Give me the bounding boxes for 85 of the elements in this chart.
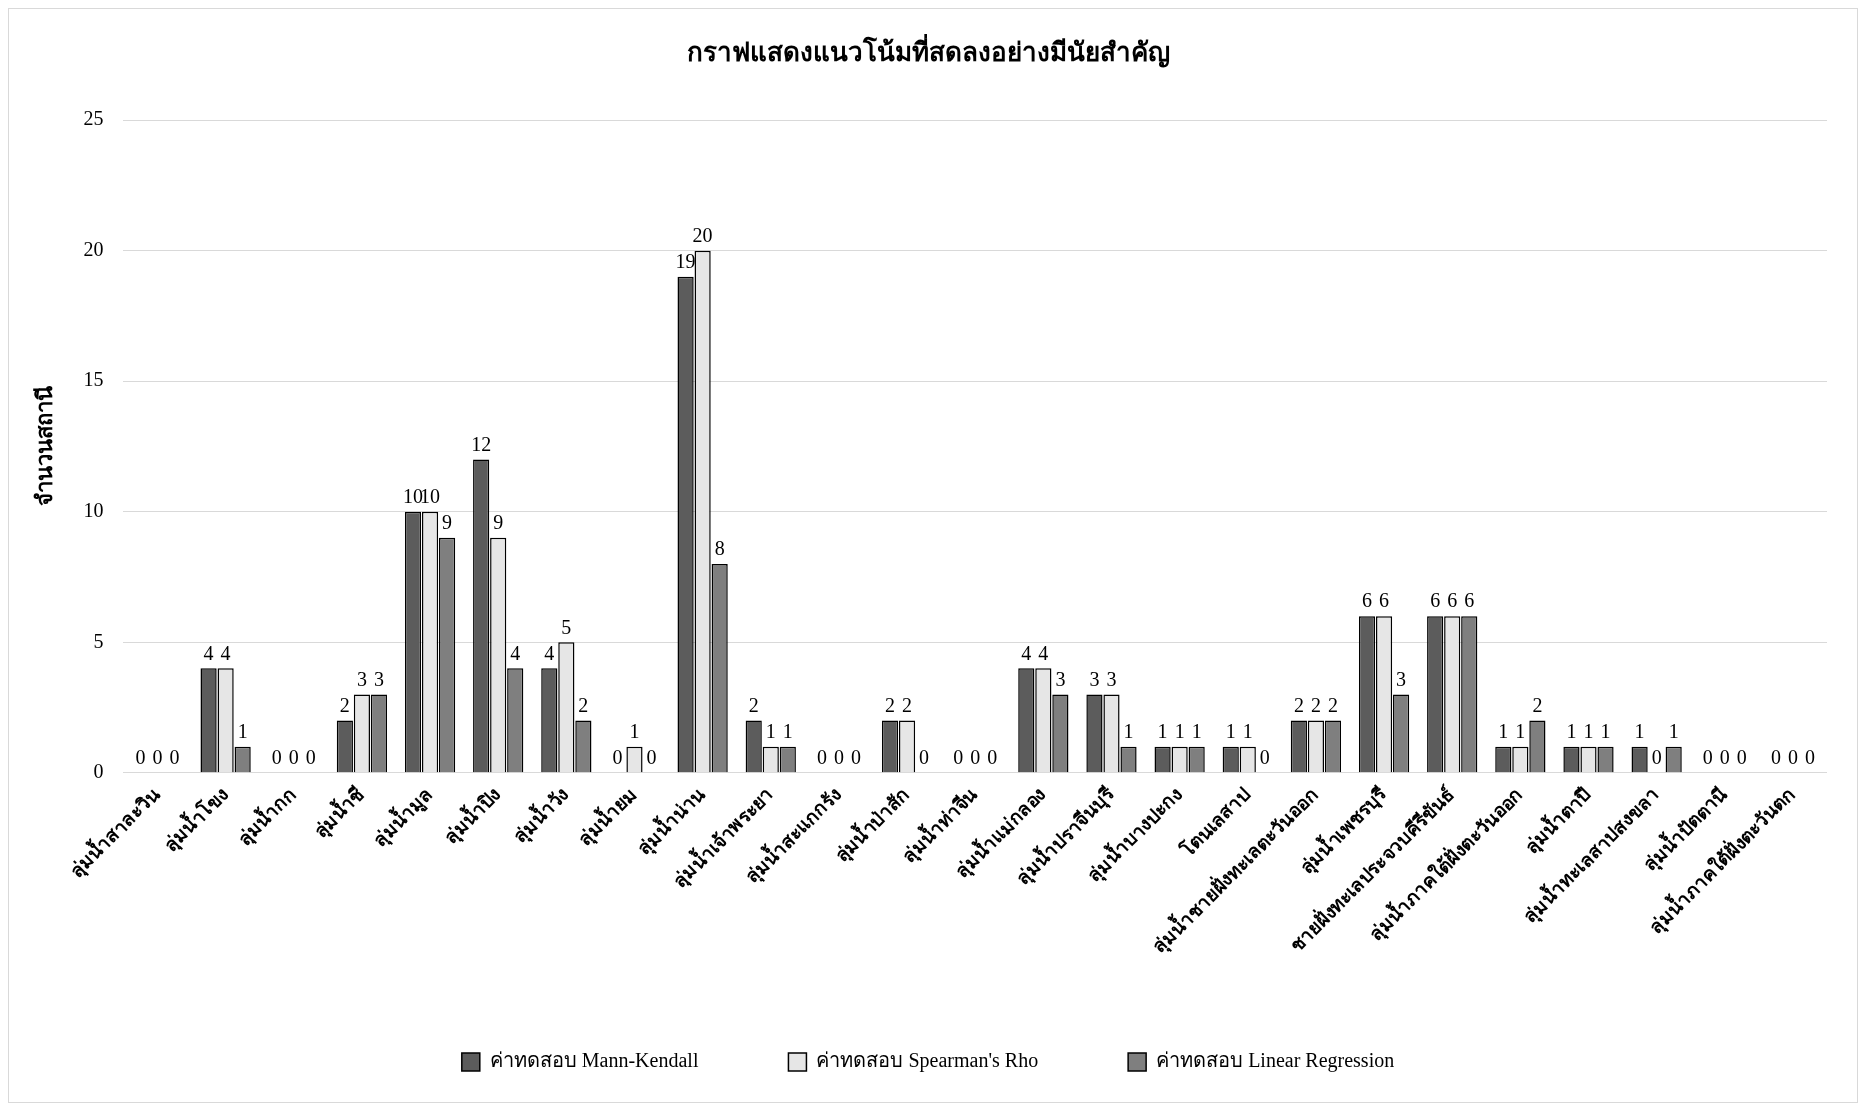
data-label: 0 [1770,746,1781,769]
data-label: 3 [1089,667,1100,690]
data-label: 0 [987,746,998,769]
data-label: 19 [675,250,696,273]
data-label: 0 [135,746,146,769]
data-label: 1 [1583,719,1594,742]
data-label: 0 [833,746,844,769]
data-label: 0 [612,746,623,769]
data-label: 1 [1174,719,1185,742]
data-label: 1 [1515,719,1526,742]
data-label: 1 [1242,719,1253,742]
y-tick-label: 25 [83,107,104,130]
data-label: 0 [1651,746,1662,769]
data-label: 20 [692,223,713,246]
data-label: 0 [919,746,930,769]
data-label: 4 [203,641,214,664]
data-label: 2 [902,693,913,716]
y-axis-title: จำนวนสถานี [31,386,57,507]
data-label: 0 [1804,746,1815,769]
data-label: 1 [1600,719,1611,742]
y-tick-label: 15 [83,368,104,391]
data-label: 1 [1191,719,1202,742]
data-label: 2 [1293,693,1304,716]
data-label: 2 [1327,693,1338,716]
data-label: 0 [850,746,861,769]
data-label: 2 [1310,693,1321,716]
data-label: 0 [1736,746,1747,769]
data-label: 2 [339,693,350,716]
data-label: 2 [885,693,896,716]
data-label: 0 [288,746,299,769]
data-label: 6 [1464,589,1475,612]
data-label: 8 [714,537,725,560]
data-label: 0 [953,746,964,769]
data-label: 6 [1362,589,1373,612]
data-label: 9 [493,511,504,534]
data-label: 0 [1702,746,1713,769]
data-label: 12 [471,432,492,455]
data-label: 0 [816,746,827,769]
legend-label: ค่าทดสอบ Mann-Kendall [489,1049,699,1072]
chart-title: กราฟแสดงแนวโน้มที่สดลงอย่างมีนัยสำคัญ [686,33,1170,69]
data-label: 4 [544,641,555,664]
data-label: 3 [1055,667,1066,690]
data-label: 0 [1787,746,1798,769]
data-label: 2 [578,693,589,716]
data-label: 10 [403,485,424,507]
data-label: 0 [305,746,316,769]
data-label: 3 [1106,667,1117,690]
data-label: 1 [1498,719,1509,742]
y-tick-label: 10 [83,499,104,521]
data-label: 1 [1668,719,1679,742]
data-label: 1 [1225,719,1236,742]
data-label: 0 [646,746,657,769]
legend-label: ค่าทดสอบ Linear Regression [1156,1049,1395,1073]
data-label: 0 [1719,746,1730,769]
y-tick-label: 20 [83,237,104,260]
data-label: 9 [442,511,453,534]
data-label: 0 [152,746,163,769]
data-label: 3 [356,667,367,690]
data-label: 5 [561,615,572,638]
data-label: 1 [1634,719,1645,742]
data-label: 0 [1259,746,1270,769]
data-label: 4 [1021,641,1032,664]
y-tick-label: 5 [93,629,104,652]
legend-label: ค่าทดสอบ Spearman's Rho [816,1049,1039,1073]
data-label: 3 [1396,667,1407,690]
data-label: 4 [510,641,521,664]
data-label: 4 [220,641,231,664]
data-label: 1 [237,719,248,742]
data-label: 4 [1038,641,1049,664]
data-label: 0 [970,746,981,769]
data-label: 1 [629,719,640,742]
data-label: 0 [271,746,282,769]
data-label: 6 [1379,589,1390,612]
data-label: 2 [748,693,759,716]
data-label: 1 [1157,719,1168,742]
data-label: 0 [169,746,180,769]
data-label: 2 [1532,693,1543,716]
data-label: 1 [782,719,793,742]
data-label: 3 [373,667,384,690]
y-tick-label: 0 [93,760,104,783]
data-label: 1 [765,719,776,742]
data-label: 1 [1566,719,1577,742]
data-label: 6 [1430,589,1441,612]
data-label: 1 [1123,719,1134,742]
data-label: 6 [1447,589,1458,612]
